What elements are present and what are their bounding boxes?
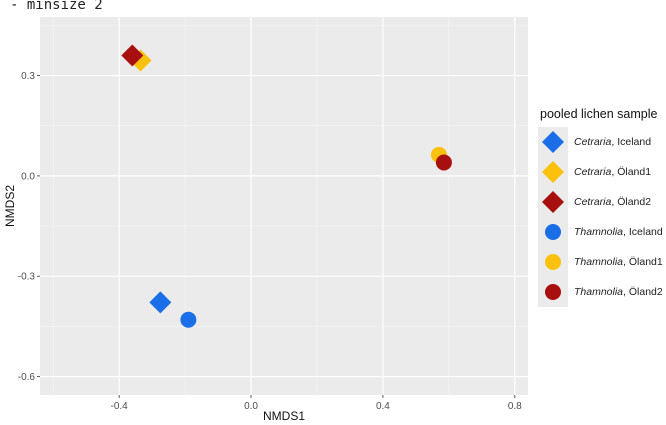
x-tick-label: -0.4 [111, 401, 129, 412]
legend-key [538, 247, 568, 277]
legend-circle-symbol [545, 224, 561, 240]
legend-site: , Öland1 [623, 256, 663, 268]
legend-key [538, 127, 568, 157]
x-tick-label: 0.8 [508, 401, 522, 412]
plot-caption: - minsize 2 [10, 0, 103, 13]
diamond-point [121, 44, 144, 67]
legend-site: , Öland1 [611, 166, 652, 178]
legend-genus: Cetraria [574, 166, 612, 178]
legend-label: Cetraria, Öland2 [574, 196, 651, 208]
legend-genus: Thamnolia [574, 286, 624, 298]
legend-genus: Cetraria [574, 196, 612, 208]
legend-label: Thamnolia, Öland1 [574, 256, 663, 268]
y-tick-label: -0.3 [18, 272, 36, 283]
legend-item: Thamnolia, Öland1 [538, 247, 666, 277]
legend-diamond-symbol [542, 161, 564, 183]
legend-title: pooled lichen sample [540, 107, 658, 121]
diamond-point [149, 291, 172, 314]
x-tick-label: 0.4 [376, 401, 390, 412]
legend-key [538, 157, 568, 187]
legend-diamond-symbol [542, 131, 564, 153]
y-tick-label: -0.6 [18, 372, 36, 383]
plot-panel [40, 17, 528, 395]
legend-label: Cetraria, Iceland [574, 136, 651, 148]
legend-site: , Öland2 [611, 196, 652, 208]
legend-label: Cetraria, Öland1 [574, 166, 651, 178]
legend-site: , Öland2 [623, 286, 663, 298]
legend-item: Cetraria, Öland1 [538, 157, 666, 187]
axis-ticks: -0.4 0.0 0.4 0.8 -0.6 -0.3 0.0 0.3 [18, 71, 522, 412]
legend-label: Thamnolia, Öland2 [574, 286, 663, 298]
legend-item: Thamnolia, Öland2 [538, 277, 666, 307]
legend-site: , Iceland [623, 226, 663, 238]
legend-item: Thamnolia, Iceland [538, 217, 666, 247]
circle-point [435, 154, 452, 171]
legend-items: Cetraria, Iceland Cetraria, Öland1 Cetrari… [538, 127, 666, 307]
y-tick-label: 0.0 [21, 171, 35, 182]
y-tick-label: 0.3 [21, 71, 35, 82]
legend-key [538, 277, 568, 307]
legend-site: , Iceland [611, 136, 652, 148]
legend-diamond-symbol [542, 191, 564, 213]
x-tick-label: 0.0 [244, 401, 258, 412]
legend-circle-symbol [545, 254, 561, 270]
x-axis-title: NMDS1 [263, 409, 305, 423]
legend-item: Cetraria, Öland2 [538, 187, 666, 217]
data-points [121, 44, 452, 328]
y-axis-title: NMDS2 [3, 185, 17, 227]
legend-key [538, 187, 568, 217]
grid-lines [40, 17, 528, 395]
legend-genus: Thamnolia [574, 256, 624, 268]
legend-genus: Thamnolia [574, 226, 624, 238]
legend-genus: Cetraria [574, 136, 612, 148]
legend-item: Cetraria, Iceland [538, 127, 666, 157]
legend-key [538, 217, 568, 247]
legend-circle-symbol [545, 284, 561, 300]
legend-label: Thamnolia, Iceland [574, 226, 663, 238]
legend: pooled lichen sample Cetraria, Iceland Ce… [538, 107, 666, 307]
circle-point [180, 311, 197, 328]
